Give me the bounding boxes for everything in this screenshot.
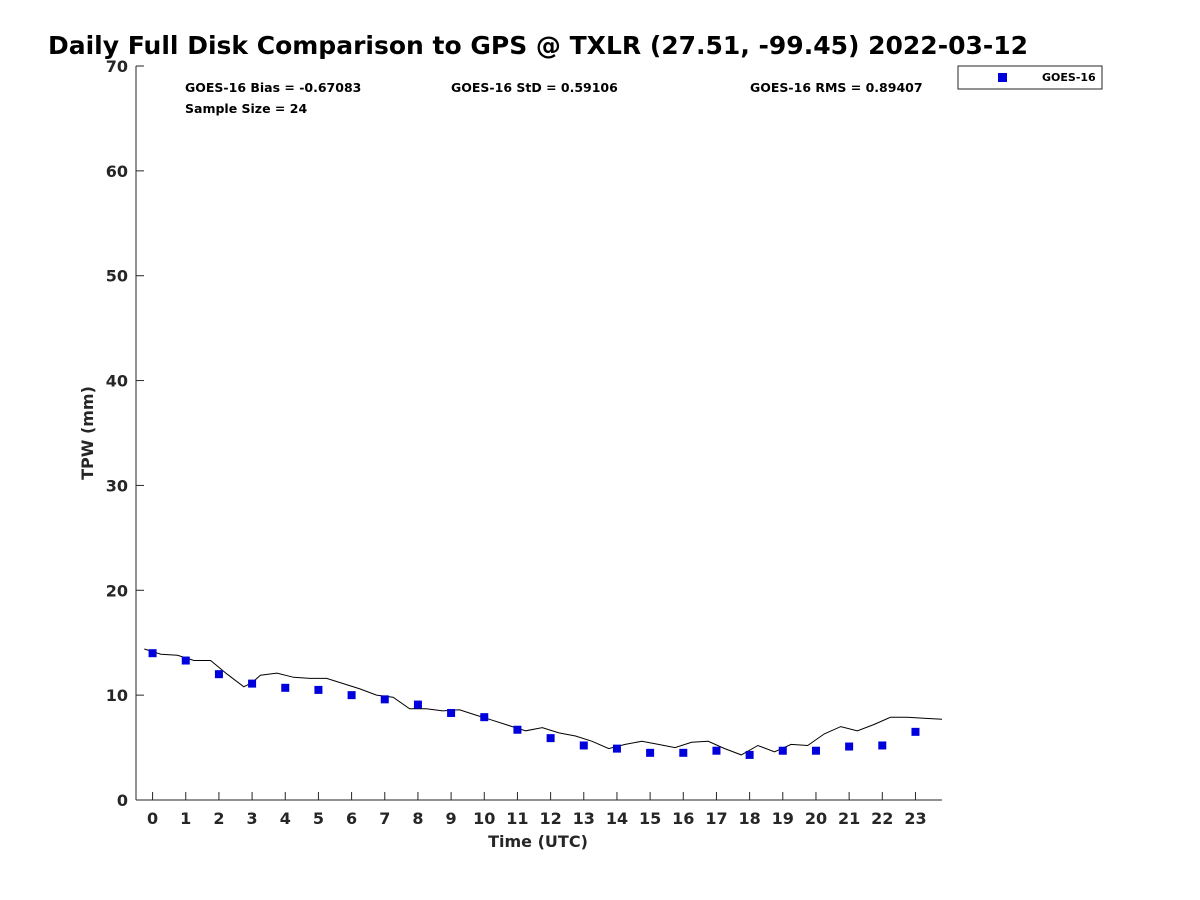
x-tick-label: 14	[606, 809, 628, 828]
goes16-point	[248, 679, 257, 688]
goes16-point	[447, 708, 456, 717]
goes16-point	[480, 713, 489, 722]
x-tick-label: 12	[539, 809, 561, 828]
x-tick-label: 6	[346, 809, 357, 828]
x-tick-label: 1	[180, 809, 191, 828]
gps-line-series	[144, 648, 943, 756]
x-tick-label: 18	[738, 809, 760, 828]
bias-annotation: GOES-16 Bias = -0.67083	[185, 80, 361, 95]
x-tick-label: 9	[446, 809, 457, 828]
x-tick-label: 16	[672, 809, 694, 828]
y-axis-label: TPW (mm)	[78, 386, 97, 480]
y-tick-label: 30	[106, 476, 128, 495]
x-tick-label: 0	[147, 809, 158, 828]
x-tick-label: 8	[412, 809, 423, 828]
x-tick-label: 20	[805, 809, 827, 828]
x-tick-label: 15	[639, 809, 661, 828]
y-tick-label: 10	[106, 686, 128, 705]
goes16-point	[878, 741, 887, 750]
legend: GOES-16	[957, 65, 1103, 90]
goes16-point	[811, 746, 820, 755]
x-tick-label: 21	[838, 809, 860, 828]
goes16-point	[181, 656, 190, 665]
x-tick-label: 10	[473, 809, 495, 828]
x-tick-label: 3	[247, 809, 258, 828]
goes16-point	[712, 746, 721, 755]
x-tick-label: 13	[573, 809, 595, 828]
gps-line	[144, 648, 943, 756]
goes16-point	[579, 741, 588, 750]
goes16-point	[845, 742, 854, 751]
std-annotation: GOES-16 StD = 0.59106	[451, 80, 618, 95]
y-tick-label: 60	[106, 162, 128, 181]
x-tick-label: 4	[280, 809, 291, 828]
goes16-point	[679, 748, 688, 757]
legend-marker-goes16	[998, 73, 1007, 82]
goes16-point	[745, 750, 754, 759]
goes16-point	[380, 695, 389, 704]
x-axis-label: Time (UTC)	[488, 832, 588, 851]
stats-annotations: GOES-16 Bias = -0.67083 GOES-16 StD = 0.…	[185, 80, 923, 116]
x-tick-label: 23	[904, 809, 926, 828]
y-tick-label: 20	[106, 581, 128, 600]
y-ticks: 0 10 20 30 40 50 60 70	[106, 57, 144, 810]
chart-title: Daily Full Disk Comparison to GPS @ TXLR…	[48, 31, 1028, 60]
x-tick-label: 19	[772, 809, 794, 828]
goes16-point	[314, 685, 323, 694]
goes16-point	[612, 744, 621, 753]
goes16-point	[148, 649, 157, 658]
x-tick-label: 7	[379, 809, 390, 828]
legend-box	[957, 65, 1103, 90]
y-tick-label: 50	[106, 267, 128, 286]
y-tick-label: 0	[117, 791, 128, 810]
legend-label-goes16: GOES-16	[1042, 71, 1096, 84]
goes16-point	[646, 748, 655, 757]
goes16-point	[546, 734, 555, 743]
x-tick-label: 22	[871, 809, 893, 828]
x-tick-label: 5	[313, 809, 324, 828]
x-tick-label: 17	[705, 809, 727, 828]
goes16-point	[281, 683, 290, 692]
x-tick-label: 2	[213, 809, 224, 828]
y-tick-label: 70	[106, 57, 128, 76]
x-ticks: 0 1 2 3 4 5 6 7 8 9 10 11 12 13 14 15 16 17 18 19 20 21 22 23	[147, 792, 927, 828]
sample-size-annotation: Sample Size = 24	[185, 101, 307, 116]
y-tick-label: 40	[106, 372, 128, 391]
goes16-point	[513, 725, 522, 734]
goes16-point	[347, 691, 356, 700]
goes16-point	[911, 727, 920, 736]
goes16-point	[413, 700, 422, 709]
goes16-point	[214, 670, 223, 679]
rms-annotation: GOES-16 RMS = 0.89407	[750, 80, 923, 95]
goes16-marker-series	[148, 649, 920, 759]
x-tick-label: 11	[506, 809, 528, 828]
goes16-point	[778, 746, 787, 755]
